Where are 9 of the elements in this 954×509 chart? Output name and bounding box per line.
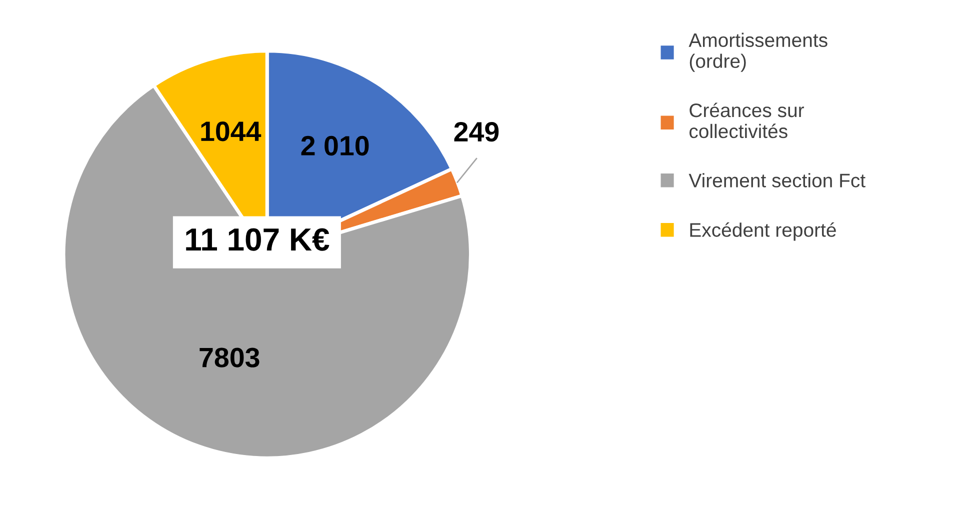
legend-label: Virement section Fct: [688, 173, 866, 188]
legend-label: Excédent reporté: [690, 222, 836, 241]
legend-label: Amortissements (ordre): [688, 32, 828, 72]
text: 11 107 K€: [186, 228, 330, 251]
legend-label: Créances sur collectivités: [690, 102, 804, 138]
data-label: 7803: [200, 348, 260, 368]
data-label: 249: [454, 122, 499, 142]
data-label: 1044: [201, 122, 262, 142]
data-label: 2 010: [301, 136, 369, 156]
